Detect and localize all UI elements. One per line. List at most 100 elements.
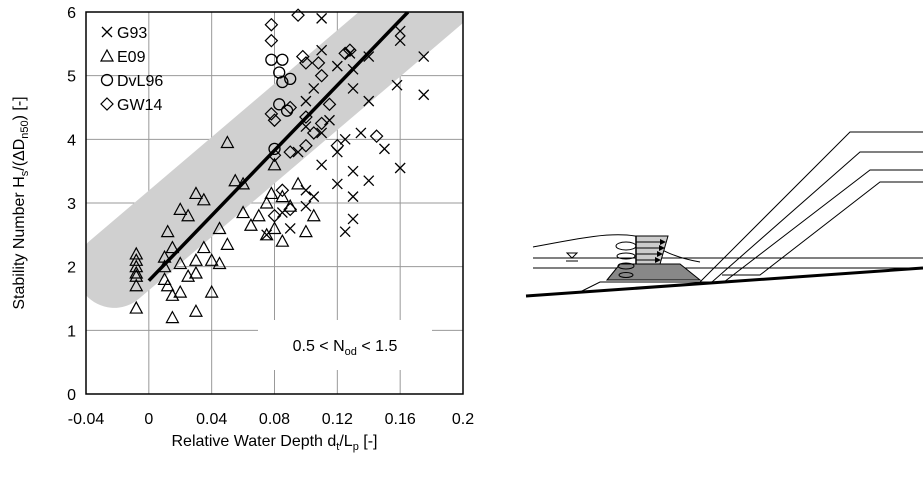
point xyxy=(228,173,243,187)
point xyxy=(129,253,144,266)
y-tick-label: 5 xyxy=(67,69,76,86)
point xyxy=(299,138,313,153)
point xyxy=(204,284,219,298)
point xyxy=(129,300,144,314)
point xyxy=(284,223,296,234)
point xyxy=(299,110,313,124)
legend-marker xyxy=(100,97,114,111)
point xyxy=(196,192,211,206)
point xyxy=(284,72,297,85)
point xyxy=(300,95,312,107)
point xyxy=(251,208,266,222)
annotation-box xyxy=(258,320,432,370)
point xyxy=(212,256,227,270)
point xyxy=(299,56,313,70)
point xyxy=(275,233,290,247)
point xyxy=(291,176,306,190)
legend-label: E09 xyxy=(117,49,146,66)
point xyxy=(275,183,290,198)
point xyxy=(160,224,175,238)
point xyxy=(347,191,359,203)
legend-marker xyxy=(101,26,113,38)
point xyxy=(173,284,188,298)
label-part: /L xyxy=(339,433,352,450)
point xyxy=(331,178,343,190)
plot: -0.04 0 0.04 0.08 0.12 0.16 0.2 0 1 2 3 4 5 6 0.5 < No… xyxy=(11,5,474,453)
point xyxy=(276,75,289,89)
point xyxy=(378,143,390,155)
orbit xyxy=(615,241,637,251)
point xyxy=(165,310,180,324)
label-part: 0.5 < N xyxy=(293,338,345,355)
point xyxy=(331,60,343,72)
point xyxy=(259,195,274,209)
wave xyxy=(532,234,701,263)
x-axis-label: Relative Water Depth dt/Lp [-] xyxy=(171,433,377,453)
point xyxy=(259,227,274,241)
point xyxy=(264,33,279,48)
slope-inner xyxy=(712,169,923,283)
label-part: Relative Water Depth d xyxy=(171,433,336,450)
point xyxy=(220,135,235,149)
water-symbol xyxy=(565,252,579,259)
label-part: Stability Number H xyxy=(11,176,28,309)
legend-label: DvL96 xyxy=(117,73,163,90)
point xyxy=(295,49,310,64)
point xyxy=(188,265,203,279)
point xyxy=(267,208,282,223)
y-tick-label: 3 xyxy=(67,196,76,213)
point xyxy=(204,253,219,266)
core xyxy=(722,181,923,276)
point xyxy=(283,100,298,115)
point xyxy=(308,82,320,94)
y-axis-label: Stability Number Hs/(ΔDn50) [-] xyxy=(11,96,31,309)
legend-label: G93 xyxy=(117,25,147,42)
point xyxy=(347,165,359,177)
x-tick-label: 0.08 xyxy=(259,411,290,428)
label-part: od xyxy=(345,346,357,358)
y-tick-label: 1 xyxy=(67,323,76,340)
point xyxy=(181,208,196,222)
y-tick-label: 6 xyxy=(67,5,76,22)
point xyxy=(322,97,337,112)
point xyxy=(394,162,406,174)
label-part: p xyxy=(353,441,359,453)
plot-area xyxy=(86,12,463,308)
label-part: s xyxy=(19,170,31,176)
point xyxy=(347,82,359,94)
x-tick-label: 0.04 xyxy=(196,411,227,428)
point xyxy=(292,146,304,158)
point xyxy=(339,226,351,238)
y-tick-label: 4 xyxy=(67,132,76,149)
legend-label: GW14 xyxy=(117,97,162,114)
point xyxy=(347,63,359,75)
point xyxy=(267,221,282,235)
point xyxy=(157,249,172,263)
point xyxy=(316,44,328,56)
orbit xyxy=(618,272,634,278)
point xyxy=(283,202,298,217)
point xyxy=(173,256,188,270)
point xyxy=(188,303,203,317)
point xyxy=(188,253,203,266)
x-tick-label: 0.2 xyxy=(452,411,474,428)
point xyxy=(363,175,375,187)
point xyxy=(300,200,312,212)
point xyxy=(418,51,430,63)
point xyxy=(236,176,251,190)
point xyxy=(394,25,406,37)
point xyxy=(298,224,313,238)
point xyxy=(181,268,196,282)
orbit xyxy=(616,252,636,260)
point xyxy=(273,98,286,111)
point xyxy=(212,221,227,235)
point xyxy=(363,95,375,107)
label-part: /(ΔD xyxy=(11,139,28,171)
point xyxy=(330,138,345,153)
point xyxy=(344,47,356,59)
point xyxy=(267,157,282,171)
point xyxy=(314,68,329,83)
point xyxy=(369,129,384,143)
